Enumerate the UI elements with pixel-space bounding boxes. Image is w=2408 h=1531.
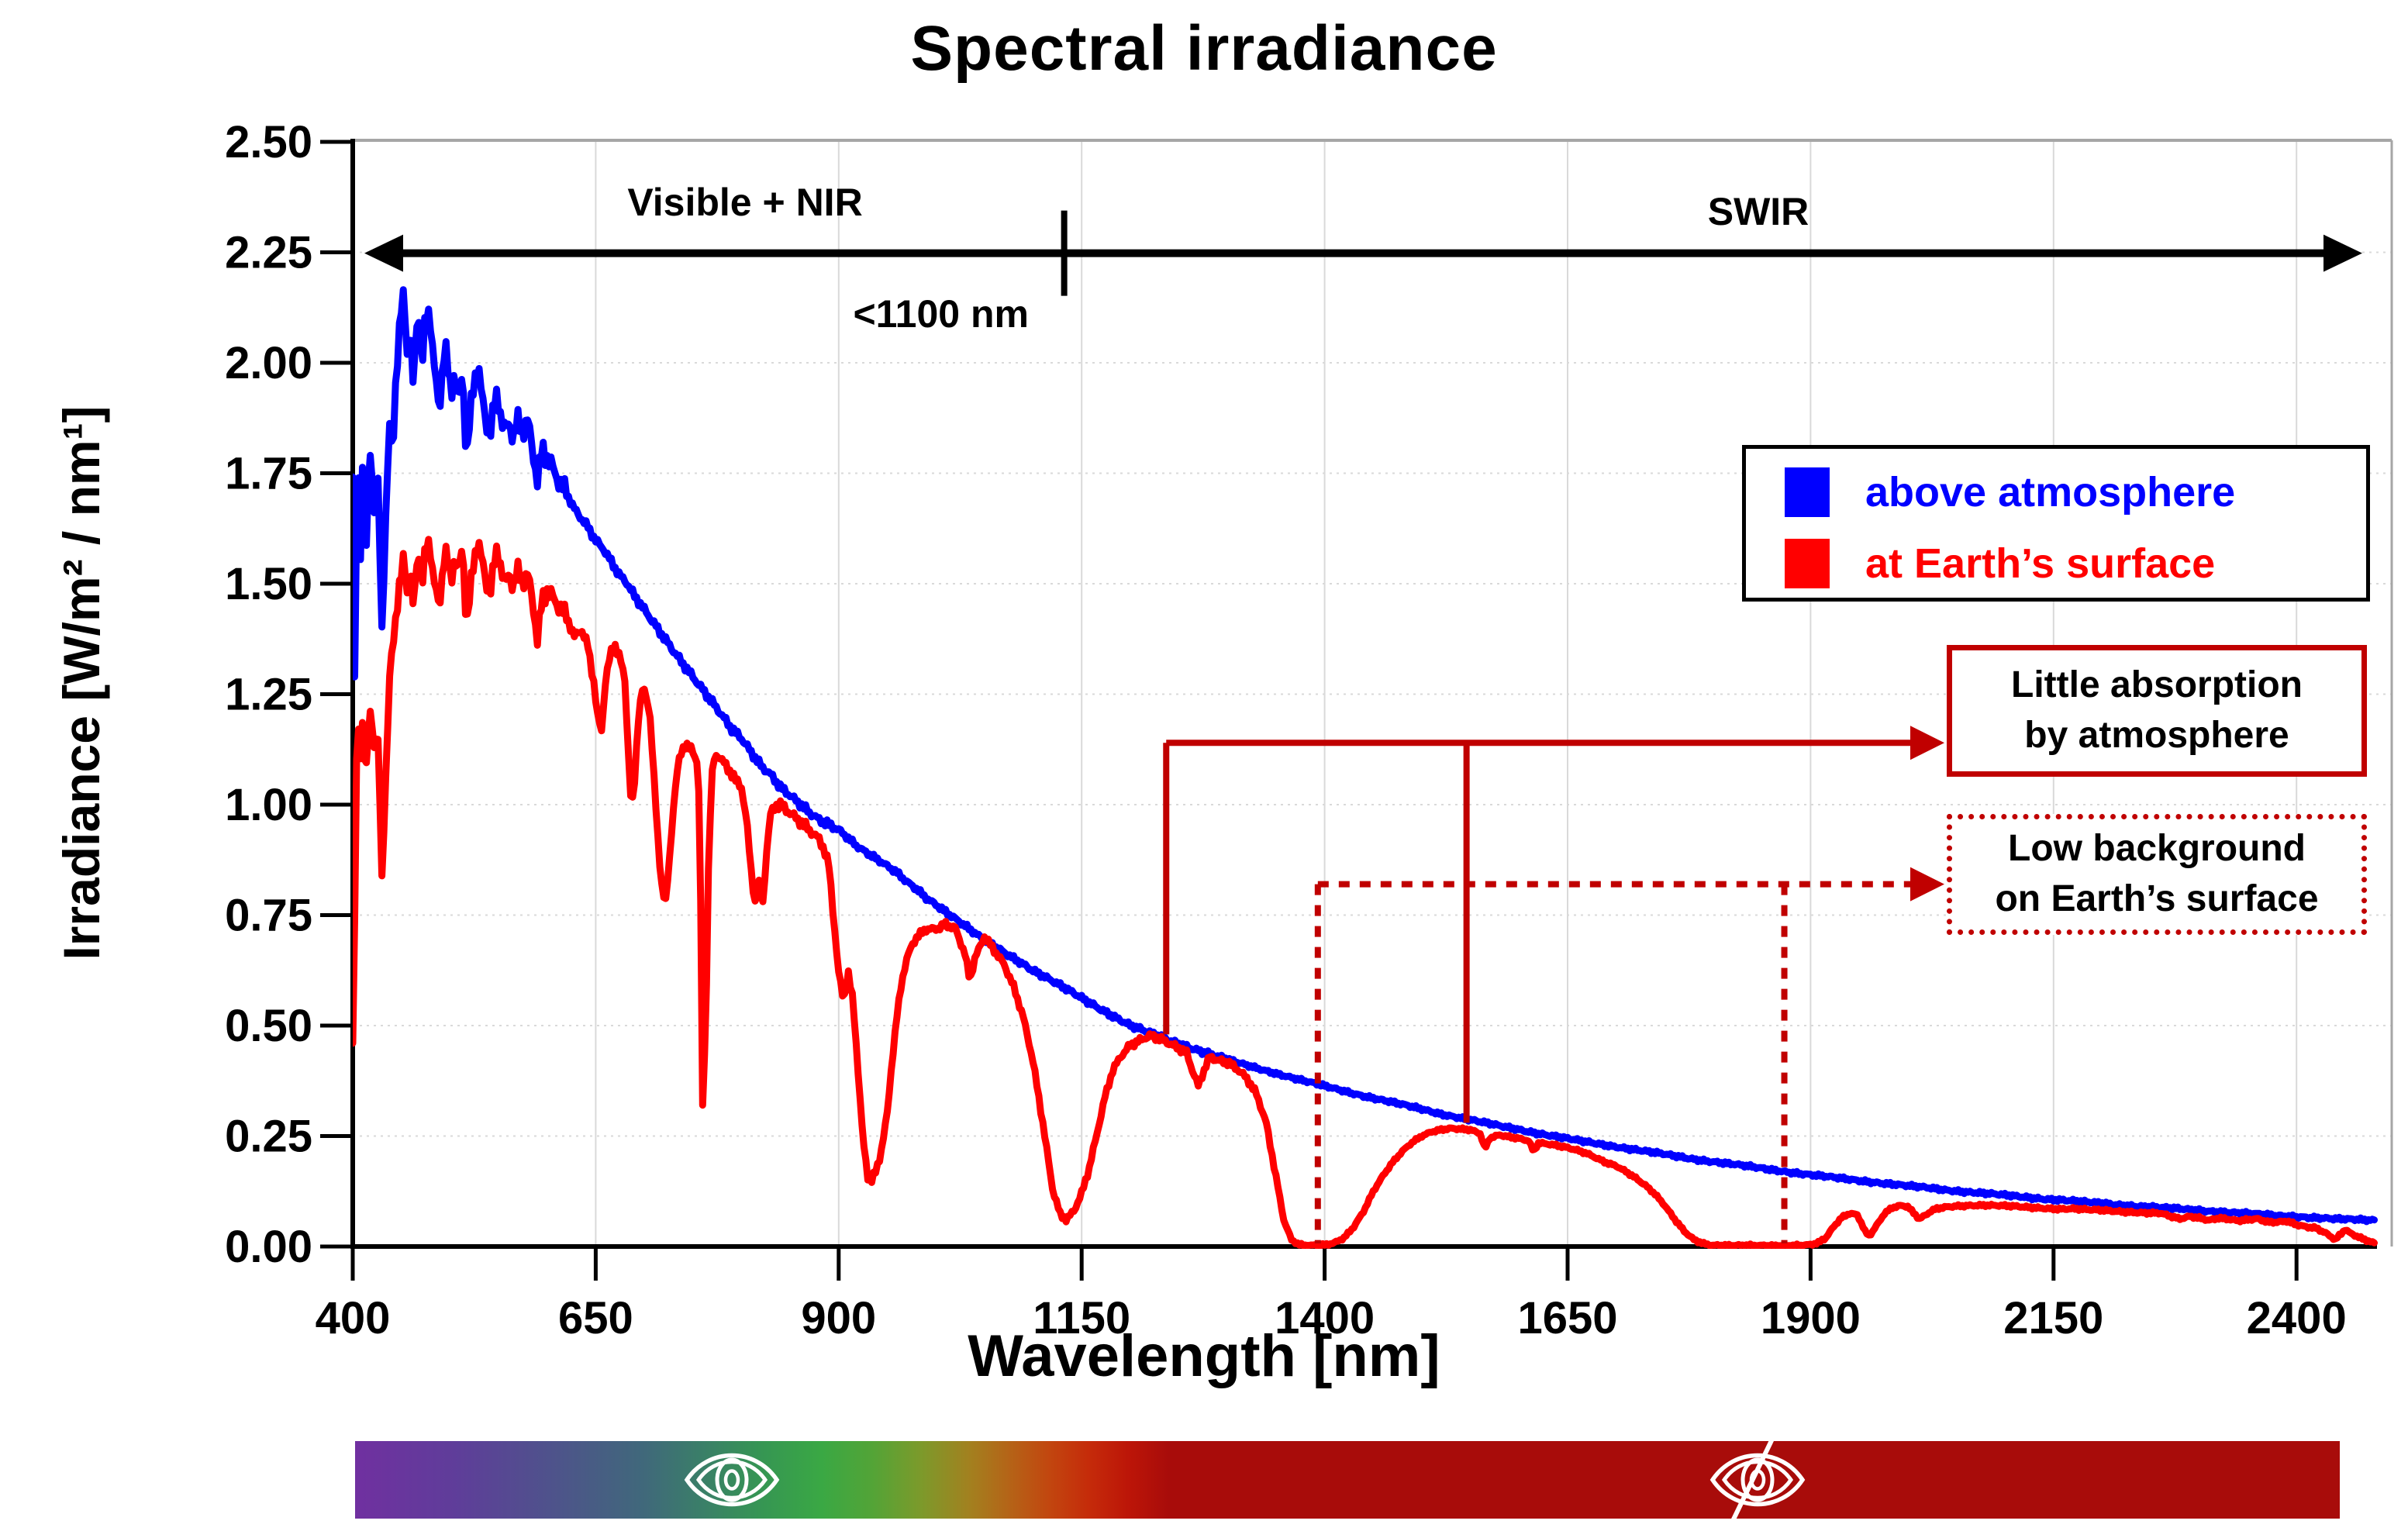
x-tick-label: 650 bbox=[558, 1293, 633, 1343]
callout-little-absorption-line1: Little absorption bbox=[2011, 664, 2303, 706]
x-tick-label: 900 bbox=[801, 1293, 876, 1343]
annotation-little-absorption bbox=[1163, 726, 1944, 1123]
visible-eye-icon bbox=[684, 1453, 780, 1507]
y-tick-label: 1.00 bbox=[225, 780, 312, 830]
x-tick-label: 2150 bbox=[2003, 1293, 2103, 1343]
y-tick-label: 0.25 bbox=[225, 1112, 312, 1162]
axes: 0.00 0.25 0.50 0.75 1.00 1.25 1.50 1.75 2.00 2.25… bbox=[225, 117, 2393, 1343]
callout-low-background-line2: on Earth’s surface bbox=[1995, 878, 2319, 919]
callout-low-background: Low background on Earth’s surface bbox=[1947, 814, 2367, 935]
legend-swatch-red-icon bbox=[1785, 539, 1830, 588]
y-axis-title: Irradiance [W/m² / nm¹] bbox=[53, 405, 110, 960]
y-tick-label: 1.25 bbox=[225, 670, 312, 720]
legend-label-above-atmosphere: above atmosphere bbox=[1865, 469, 2236, 516]
y-tick-label: 2.00 bbox=[225, 338, 312, 388]
y-tick-label: 1.50 bbox=[225, 559, 312, 609]
y-tick-label: 0.75 bbox=[225, 891, 312, 941]
wavelength-divider-label: <1100 nm bbox=[853, 292, 1029, 336]
curve-above-atmosphere bbox=[353, 286, 2378, 1226]
x-tick-label: 2400 bbox=[2247, 1293, 2347, 1343]
legend-item-earth-surface: at Earth’s surface bbox=[1785, 539, 2215, 588]
legend-swatch-blue-icon bbox=[1785, 467, 1830, 517]
x-tick-label: 1900 bbox=[1761, 1293, 1861, 1343]
x-axis-title: Wavelength [nm] bbox=[968, 1323, 1440, 1389]
callout-low-background-line1: Low background bbox=[2008, 828, 2306, 870]
curve-earth-surface bbox=[353, 536, 2378, 1249]
y-tick-label: 2.25 bbox=[225, 228, 312, 278]
spectrum-color-bar bbox=[355, 1410, 2340, 1531]
x-tick-label: 1650 bbox=[1517, 1293, 1617, 1343]
x-tick-label: 1150 bbox=[1033, 1293, 1130, 1343]
visible-nir-band-label: Visible + NIR bbox=[627, 181, 863, 224]
callout-little-absorption-line2: by atmosphere bbox=[2024, 715, 2289, 756]
y-tick-label: 1.75 bbox=[225, 449, 312, 499]
annotation-low-background bbox=[1314, 867, 1944, 1243]
crossed-eye-icon bbox=[1709, 1410, 1806, 1531]
page-title: Spectral irradiance bbox=[910, 13, 1498, 84]
y-tick-label: 2.50 bbox=[225, 117, 312, 167]
swir-band-label: SWIR bbox=[1707, 190, 1809, 233]
legend-item-above-atmosphere: above atmosphere bbox=[1785, 467, 2235, 517]
curves bbox=[353, 286, 2378, 1249]
legend: above atmosphere at Earth’s surface bbox=[1742, 445, 2370, 602]
y-tick-label: 0.00 bbox=[225, 1222, 312, 1272]
legend-label-earth-surface: at Earth’s surface bbox=[1865, 540, 2216, 587]
band-arrow bbox=[364, 210, 2362, 296]
x-tick-label: 400 bbox=[316, 1293, 391, 1343]
x-tick-label: 1400 bbox=[1275, 1293, 1375, 1343]
callout-little-absorption: Little absorption by atmosphere bbox=[1947, 645, 2367, 777]
y-tick-label: 0.50 bbox=[225, 1001, 312, 1051]
